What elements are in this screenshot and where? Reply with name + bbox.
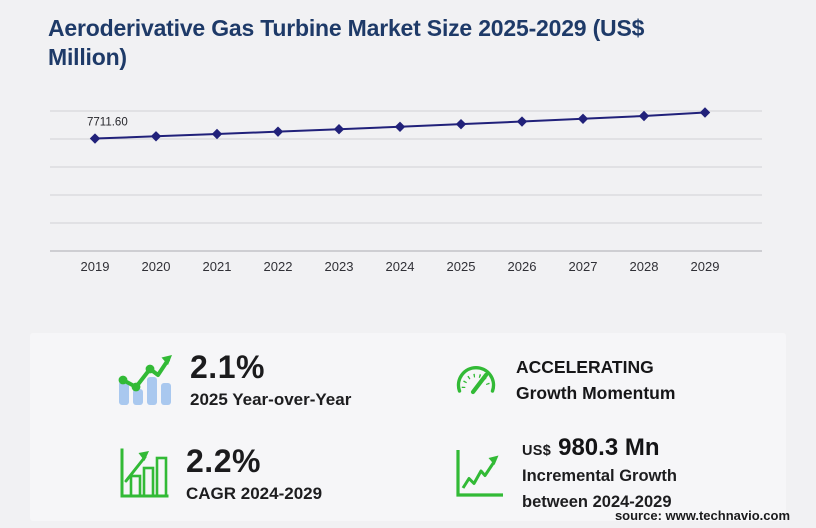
incremental-amount: 980.3 Mn xyxy=(558,433,660,461)
data-point-marker xyxy=(394,121,406,132)
x-tick-label: 2026 xyxy=(508,259,537,274)
yoy-label: 2025 Year-over-Year xyxy=(190,389,352,409)
x-tick-label: 2020 xyxy=(142,259,171,274)
data-point-marker xyxy=(272,126,284,137)
stats-panel: 2.1% 2025 Year-over-Year ACCELERATING Gr… xyxy=(30,333,786,521)
x-tick-label: 2029 xyxy=(691,259,720,274)
bar-growth-icon xyxy=(116,447,170,501)
data-point-marker xyxy=(150,131,162,142)
incremental-text: US$ 980.3 Mn Incremental Growth between … xyxy=(522,434,677,514)
gauge-icon xyxy=(452,359,500,401)
x-tick-label: 2027 xyxy=(569,259,598,274)
cagr-text: 2.2% CAGR 2024-2029 xyxy=(186,444,322,503)
x-tick-label: 2021 xyxy=(203,259,232,274)
cagr-value: 2.2% xyxy=(186,443,261,480)
x-tick-label: 2025 xyxy=(447,259,476,274)
x-tick-label: 2024 xyxy=(386,259,415,274)
yoy-value: 2.1% xyxy=(190,349,265,386)
stat-incremental-growth: US$ 980.3 Mn Incremental Growth between … xyxy=(408,427,786,521)
line-chart-canvas: 7711.60 2019 2020 2021 2022 2023 2024 2025 2026 2… xyxy=(50,107,762,274)
stat-yoy-growth: 2.1% 2025 Year-over-Year xyxy=(30,333,408,427)
page-title: Aeroderivative Gas Turbine Market Size 2… xyxy=(48,15,645,71)
currency-prefix: US$ xyxy=(522,442,552,459)
momentum-line2: Growth Momentum xyxy=(516,383,676,403)
incremental-label-line1: Incremental Growth xyxy=(522,466,677,485)
x-tick-label: 2019 xyxy=(81,259,110,274)
data-point-label: 7711.60 xyxy=(87,117,128,129)
data-point-marker xyxy=(638,110,650,122)
data-point-marker xyxy=(577,113,589,124)
data-point-marker xyxy=(455,118,467,130)
stat-growth-momentum: ACCELERATING Growth Momentum xyxy=(408,333,786,427)
bar-trend-icon xyxy=(116,353,174,407)
stat-yoy-text: 2.1% 2025 Year-over-Year xyxy=(190,350,351,409)
stat-cagr: 2.2% CAGR 2024-2029 xyxy=(30,427,408,521)
incremental-label-line2: between 2024-2029 xyxy=(522,493,672,511)
line-growth-icon xyxy=(452,447,506,501)
x-tick-label: 2028 xyxy=(630,259,659,274)
source-credit: source: www.technavio.com xyxy=(614,508,790,523)
momentum-line1: ACCELERATING xyxy=(516,356,654,377)
market-size-line-chart: 7711.60 2019 2020 2021 2022 2023 2024 2025 2026 2… xyxy=(0,95,816,285)
data-point-marker xyxy=(211,128,223,140)
x-tick-label: 2023 xyxy=(325,259,354,274)
data-point-marker xyxy=(333,124,345,135)
data-point-marker xyxy=(89,133,101,144)
x-tick-label: 2022 xyxy=(264,259,293,274)
data-point-marker xyxy=(516,116,528,127)
incremental-value-row: US$ 980.3 Mn xyxy=(522,434,677,462)
cagr-label: CAGR 2024-2029 xyxy=(186,483,323,503)
data-point-marker xyxy=(699,107,711,118)
momentum-text: ACCELERATING Growth Momentum xyxy=(516,354,675,407)
